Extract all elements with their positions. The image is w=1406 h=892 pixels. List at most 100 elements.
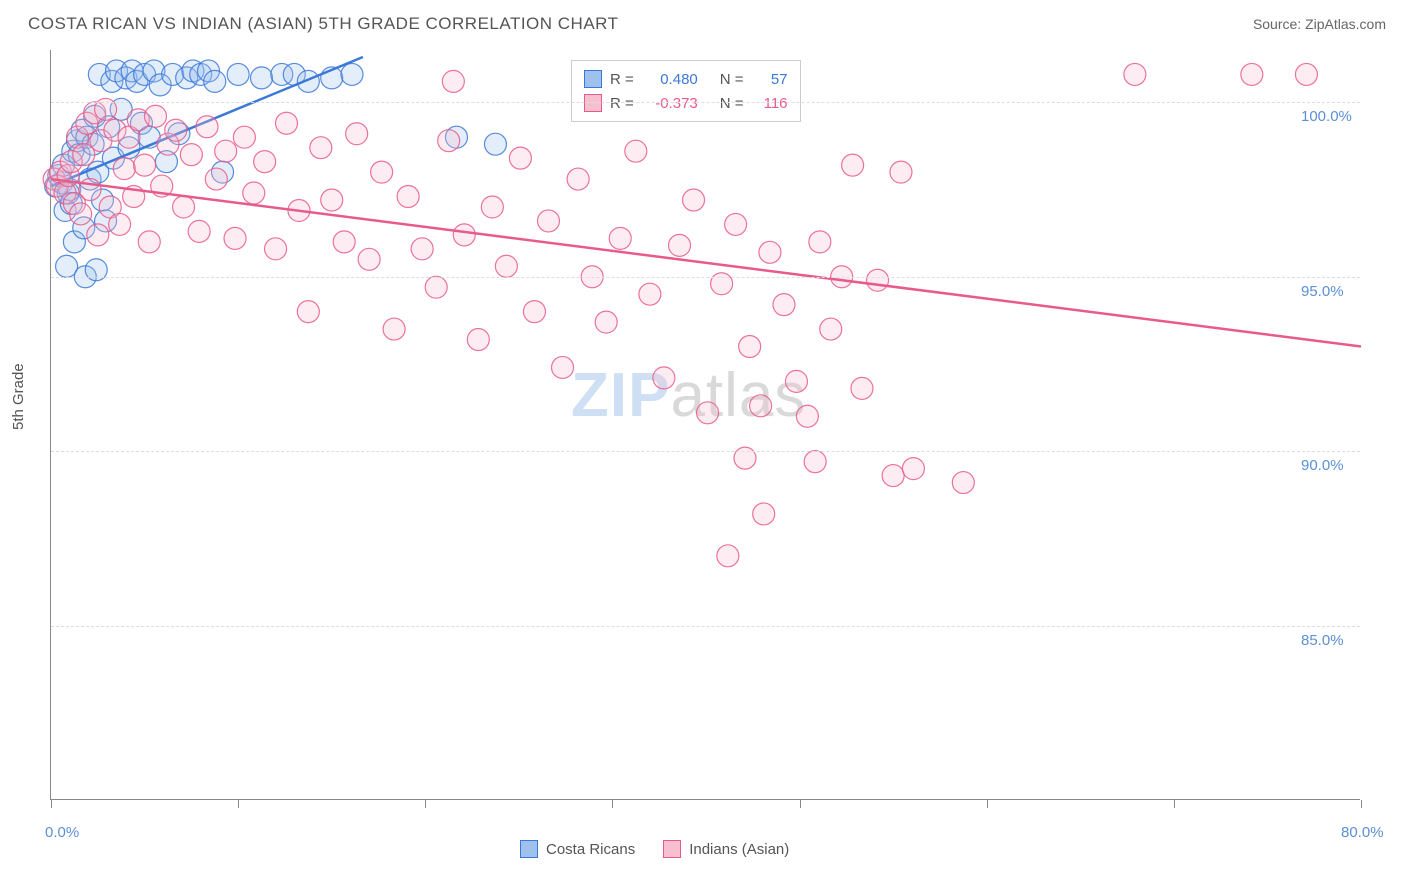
data-point: [265, 238, 287, 260]
data-point: [341, 63, 363, 85]
data-point: [196, 116, 218, 138]
data-point: [867, 269, 889, 291]
bottom-legend-item: Costa Ricans: [520, 840, 635, 858]
data-point: [653, 367, 675, 389]
data-point: [717, 545, 739, 567]
data-point: [205, 168, 227, 190]
legend-r-label: R =: [610, 71, 634, 88]
bottom-legend: Costa Ricans Indians (Asian): [520, 840, 789, 858]
x-tick-mark: [425, 800, 426, 808]
data-point: [952, 472, 974, 494]
data-point: [773, 294, 795, 316]
data-point: [725, 213, 747, 235]
data-point: [481, 196, 503, 218]
data-point: [251, 67, 273, 89]
data-point: [180, 144, 202, 166]
data-point: [785, 370, 807, 392]
data-point: [890, 161, 912, 183]
data-point: [796, 405, 818, 427]
x-tick-mark: [238, 800, 239, 808]
data-point: [275, 112, 297, 134]
bottom-legend-item: Indians (Asian): [663, 840, 789, 858]
data-point: [425, 276, 447, 298]
data-point: [227, 63, 249, 85]
data-point: [321, 189, 343, 211]
data-point: [397, 186, 419, 208]
legend-series-name: Indians (Asian): [689, 841, 789, 858]
data-point: [144, 105, 166, 127]
data-point: [411, 238, 433, 260]
legend-n-label: N =: [720, 71, 744, 88]
data-point: [333, 231, 355, 253]
data-point: [820, 318, 842, 340]
x-tick-label: 80.0%: [1341, 824, 1384, 841]
trend-line: [51, 179, 1361, 346]
data-point: [297, 301, 319, 323]
stats-legend-row: R = 0.480 N = 57: [584, 67, 788, 91]
gridline: [51, 102, 1360, 103]
data-point: [804, 451, 826, 473]
scatter-layer: [51, 50, 1360, 799]
chart-title: COSTA RICAN VS INDIAN (ASIAN) 5TH GRADE …: [28, 14, 619, 34]
y-tick-label: 85.0%: [1301, 632, 1344, 649]
data-point: [467, 329, 489, 351]
data-point: [254, 151, 276, 173]
y-tick-label: 90.0%: [1301, 457, 1344, 474]
data-point: [243, 182, 265, 204]
data-point: [639, 283, 661, 305]
y-tick-label: 100.0%: [1301, 108, 1352, 125]
data-point: [113, 158, 135, 180]
data-point: [346, 123, 368, 145]
data-point: [297, 70, 319, 92]
gridline: [51, 451, 1360, 452]
x-tick-mark: [1174, 800, 1175, 808]
data-point: [567, 168, 589, 190]
x-tick-mark: [51, 800, 52, 808]
data-point: [204, 70, 226, 92]
data-point: [509, 147, 531, 169]
data-point: [882, 465, 904, 487]
data-point: [358, 248, 380, 270]
data-point: [609, 227, 631, 249]
data-point: [371, 161, 393, 183]
source-label: Source: ZipAtlas.com: [1253, 16, 1386, 32]
data-point: [851, 377, 873, 399]
data-point: [224, 227, 246, 249]
data-point: [1241, 63, 1263, 85]
data-point: [215, 140, 237, 162]
data-point: [595, 311, 617, 333]
data-point: [1124, 63, 1146, 85]
x-tick-label: 0.0%: [45, 824, 79, 841]
data-point: [109, 213, 131, 235]
data-point: [625, 140, 647, 162]
data-point: [739, 336, 761, 358]
data-point: [188, 220, 210, 242]
data-point: [134, 154, 156, 176]
data-point: [537, 210, 559, 232]
stats-legend: R =0.480N =57R =-0.373N =116: [571, 60, 801, 122]
data-point: [697, 402, 719, 424]
legend-swatch: [584, 70, 602, 88]
data-point: [842, 154, 864, 176]
data-point: [668, 234, 690, 256]
data-point: [753, 503, 775, 525]
data-point: [70, 203, 92, 225]
data-point: [383, 318, 405, 340]
data-point: [750, 395, 772, 417]
gridline: [51, 626, 1360, 627]
data-point: [495, 255, 517, 277]
data-point: [759, 241, 781, 263]
data-point: [138, 231, 160, 253]
y-axis-label: 5th Grade: [10, 363, 27, 430]
legend-n-value: 57: [752, 71, 788, 88]
data-point: [902, 458, 924, 480]
data-point: [438, 130, 460, 152]
data-point: [165, 119, 187, 141]
data-point: [173, 196, 195, 218]
chart-header: COSTA RICAN VS INDIAN (ASIAN) 5TH GRADE …: [28, 14, 1386, 34]
plot-area: ZIPatlas R =0.480N =57R =-0.373N =116 85…: [50, 50, 1360, 800]
legend-r-value: 0.480: [642, 71, 698, 88]
data-point: [809, 231, 831, 253]
data-point: [87, 224, 109, 246]
data-point: [683, 189, 705, 211]
